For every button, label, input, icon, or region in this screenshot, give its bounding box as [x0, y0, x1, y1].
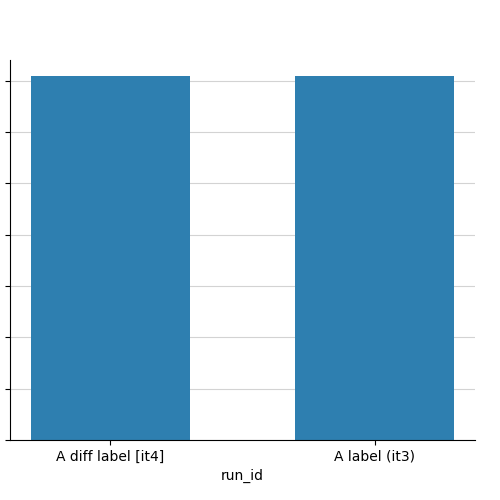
Bar — [296, 76, 454, 440]
X-axis label: run_id: run_id — [221, 470, 264, 484]
Bar — [31, 76, 190, 440]
